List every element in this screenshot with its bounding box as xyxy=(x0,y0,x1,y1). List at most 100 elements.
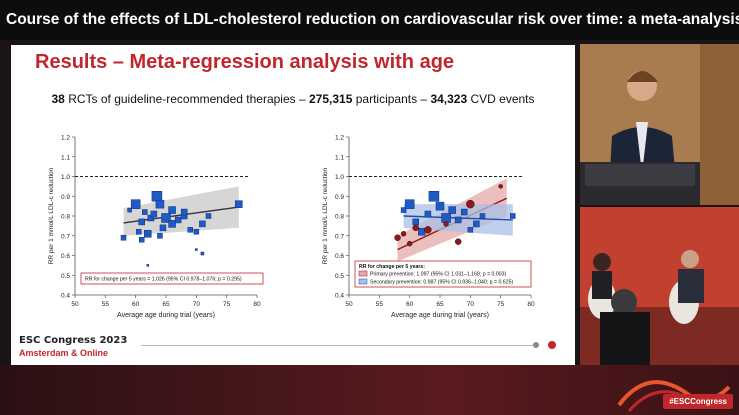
data-point xyxy=(151,191,163,202)
chart-svg: 0.4 0.5 0.6 0.7 0.8 0.9 1.0 1.1 1.2 50 55 60 65 70 75 8… xyxy=(48,135,264,319)
y-tick-label: 0.4 xyxy=(61,293,70,300)
data-point xyxy=(205,213,212,219)
x-tick-label: 50 xyxy=(71,301,79,308)
x-tick-label: 65 xyxy=(162,301,170,308)
x-tick-label: 80 xyxy=(527,301,535,308)
data-point xyxy=(127,207,132,213)
data-point xyxy=(461,208,468,216)
data-point xyxy=(159,224,167,232)
data-point xyxy=(404,199,415,209)
x-tick-label: 60 xyxy=(406,301,414,308)
data-point xyxy=(155,199,165,209)
data-point xyxy=(443,221,449,227)
data-point xyxy=(146,264,150,267)
x-tick-label: 70 xyxy=(193,301,201,308)
speaker-camera xyxy=(580,44,739,205)
chart-by-prevention: 0.4 0.5 0.6 0.7 0.8 0.9 1.0 1.1 1.2 50 55 60 65 70 75 8… xyxy=(299,127,561,323)
data-point xyxy=(120,234,127,241)
y-tick-label: 0.6 xyxy=(335,253,344,260)
footer-divider xyxy=(141,345,536,346)
data-point xyxy=(412,224,419,232)
events-count: 34,323 xyxy=(430,92,468,106)
participants-count: 275,315 xyxy=(309,92,353,106)
x-tick-label: 80 xyxy=(253,301,261,308)
legend-primary: Primary prevention: 1.097 (95% CI 1.031–… xyxy=(370,272,507,278)
progress-dot-active xyxy=(548,341,556,349)
data-point xyxy=(180,208,188,216)
progress-dot xyxy=(533,342,539,348)
data-point xyxy=(454,216,462,224)
stream-title: Course of the effects of LDL-cholesterol… xyxy=(6,11,739,28)
stage-decoration: #ESCCongress xyxy=(0,365,739,415)
legend-swatch-primary xyxy=(358,270,368,277)
y-tick-label: 1.0 xyxy=(61,174,70,181)
x-tick-label: 65 xyxy=(436,301,444,308)
x-tick-label: 75 xyxy=(497,301,505,308)
data-point xyxy=(142,209,148,215)
speaker-figure xyxy=(580,44,739,205)
separator: – xyxy=(295,92,309,106)
y-tick-label: 0.7 xyxy=(335,233,344,240)
data-point xyxy=(157,233,163,239)
y-tick-label: 0.8 xyxy=(335,214,344,221)
data-point xyxy=(138,218,145,226)
rcts-label: RCTs of guideline-recommended therapies xyxy=(64,92,296,106)
y-tick-label: 1.2 xyxy=(61,135,70,142)
data-point xyxy=(448,206,456,214)
data-point xyxy=(510,213,516,219)
data-point xyxy=(428,191,440,202)
data-point xyxy=(135,229,142,235)
data-point xyxy=(394,234,401,241)
x-tick-label: 75 xyxy=(223,301,231,308)
data-point xyxy=(479,213,486,219)
data-point xyxy=(150,210,158,218)
y-tick-label: 1.0 xyxy=(335,174,344,181)
y-tick-label: 0.5 xyxy=(335,273,344,280)
y-tick-label: 0.6 xyxy=(61,253,70,260)
slide-title: Results – Meta-regression analysis with … xyxy=(35,51,455,73)
chart-overall: 0.4 0.5 0.6 0.7 0.8 0.9 1.0 1.1 1.2 50 55 60 65 70 75 8… xyxy=(25,127,287,323)
hashtag-badge: #ESCCongress xyxy=(663,394,733,409)
x-tick-label: 55 xyxy=(102,301,110,308)
separator: – xyxy=(417,92,431,106)
data-point xyxy=(406,240,413,247)
y-tick-label: 1.1 xyxy=(335,154,344,161)
legend-box xyxy=(354,260,532,288)
y-tick-label: 0.9 xyxy=(335,194,344,201)
y-tick-label: 0.8 xyxy=(61,214,70,221)
stream-title-bar: Course of the effects of LDL-cholesterol… xyxy=(0,0,739,40)
data-point xyxy=(174,216,182,224)
data-point xyxy=(424,226,432,234)
data-point xyxy=(435,201,445,211)
data-point xyxy=(187,227,194,233)
data-point xyxy=(168,220,176,228)
congress-brand: ESC Congress 2023 xyxy=(19,335,128,346)
x-tick-label: 50 xyxy=(345,301,353,308)
data-point xyxy=(441,213,451,223)
y-axis-label: RR per 1 mmol/L LDL-c reduction xyxy=(322,167,329,264)
legend-title: RR for change per 5 years: xyxy=(359,264,425,270)
data-point xyxy=(199,220,206,228)
data-point xyxy=(412,218,419,226)
x-axis-label: Average age during trial (years) xyxy=(117,312,215,319)
x-tick-label: 70 xyxy=(467,301,475,308)
x-tick-label: 55 xyxy=(376,301,384,308)
y-tick-label: 0.9 xyxy=(61,194,70,201)
legend-secondary: Secondary prevention: 0.987 (95% CI 0.93… xyxy=(370,280,513,286)
data-point xyxy=(193,229,200,235)
participants-label: participants xyxy=(352,92,418,106)
data-point xyxy=(144,230,152,238)
y-tick-label: 0.5 xyxy=(61,273,70,280)
presentation-slide: Results – Meta-regression analysis with … xyxy=(11,45,575,365)
data-point xyxy=(200,251,205,256)
x-axis-label: Average age during trial (years) xyxy=(391,312,489,319)
slide-subtitle: 38 RCTs of guideline-recommended therapi… xyxy=(11,92,575,106)
panel-camera xyxy=(580,207,739,365)
data-point xyxy=(161,213,171,223)
legend-text: RR for change per 5 years = 1.026 (95% C… xyxy=(85,277,242,283)
congress-location: Amsterdam & Online xyxy=(19,348,109,358)
data-point xyxy=(400,207,407,213)
data-point xyxy=(454,238,462,245)
y-tick-label: 0.7 xyxy=(61,233,70,240)
data-point xyxy=(466,199,475,209)
